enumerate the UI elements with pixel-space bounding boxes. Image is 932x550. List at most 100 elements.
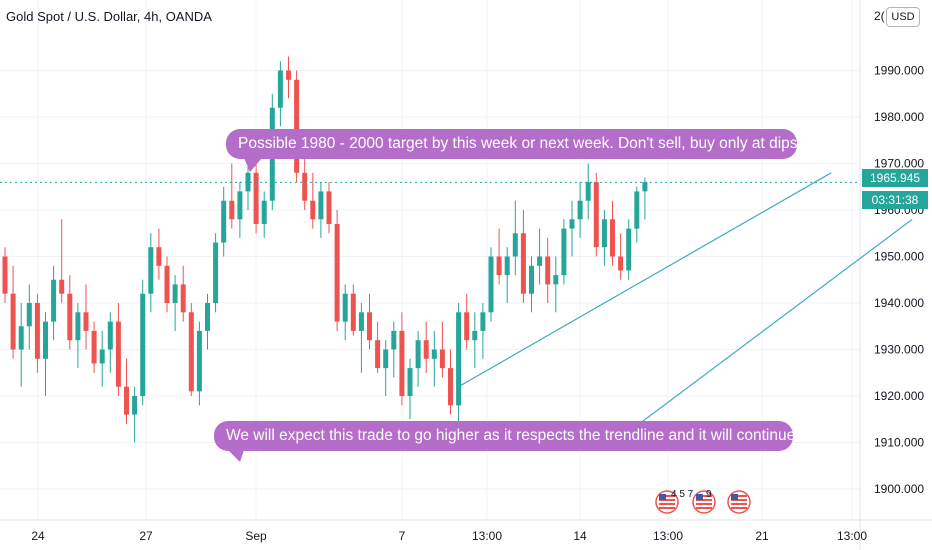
candle	[59, 219, 65, 303]
flag-stripe	[731, 495, 747, 497]
candle	[124, 358, 129, 424]
candle-body	[75, 312, 81, 341]
flag-stripe	[659, 499, 675, 501]
candle	[634, 186, 640, 243]
candle	[431, 330, 437, 387]
candle-body	[261, 200, 267, 224]
price-tick-label: 1900.000	[874, 482, 924, 496]
candle	[448, 349, 453, 415]
flag-canton	[659, 494, 666, 500]
candle-body	[213, 242, 219, 303]
candle-body	[585, 182, 591, 201]
candle	[261, 191, 267, 238]
trendline-lower[interactable]	[620, 218, 913, 439]
candle	[10, 265, 16, 359]
candle	[496, 228, 502, 285]
event-markers[interactable]: 4 5 7 9	[655, 489, 751, 514]
candle	[140, 279, 146, 406]
time-tick-label: 21	[755, 529, 769, 543]
candle	[399, 312, 405, 406]
candle-body	[107, 321, 113, 350]
candle-body	[334, 223, 340, 322]
price-axis[interactable]: 2(1900.000 1910.000 1920.000 1930.000 1940.0…	[874, 9, 924, 496]
annotation-callout-top[interactable]: Possible 1980 - 2000 target by this week…	[226, 129, 798, 159]
price-tick-label: 1950.000	[874, 250, 924, 264]
us-flag-icon[interactable]	[655, 490, 679, 514]
candle-body	[504, 256, 510, 276]
us-flag-icon[interactable]	[727, 490, 751, 514]
candle	[610, 200, 615, 266]
flag-stripe	[659, 503, 675, 505]
candle-body	[83, 312, 89, 331]
time-tick-label: 13:00	[472, 529, 502, 543]
candle-body	[34, 303, 40, 359]
candle	[358, 303, 364, 373]
candle-body	[67, 293, 73, 341]
candle	[520, 210, 526, 303]
time-tick-label: 13:00	[653, 529, 683, 543]
candle-body	[326, 191, 332, 224]
candle-body	[472, 330, 478, 341]
candle-body	[205, 303, 210, 331]
candle-body	[456, 312, 462, 406]
candle-body	[383, 349, 389, 369]
bubble-tail-bottom	[228, 450, 244, 462]
trendline-upper[interactable]	[458, 172, 832, 388]
candle-body	[642, 182, 648, 192]
candle	[156, 228, 162, 280]
time-axis[interactable]: 24 27 Sep 7 13:00 14 13:00 21 13:00	[31, 529, 867, 543]
price-tick-label: 1990.000	[874, 64, 924, 78]
candle	[83, 284, 89, 350]
candle	[107, 312, 113, 373]
candle	[51, 265, 57, 341]
candle	[229, 163, 235, 229]
candle-body	[245, 172, 251, 192]
bar-countdown-label: 03:31:38	[862, 191, 928, 209]
candle	[318, 182, 324, 238]
candle-body	[375, 340, 381, 369]
price-tick-label: 1940.000	[874, 296, 924, 310]
candle	[277, 61, 283, 127]
candle	[569, 200, 575, 257]
candle	[172, 275, 178, 331]
candle-body	[237, 191, 243, 220]
candle	[553, 256, 559, 313]
candle	[43, 312, 48, 396]
candle	[642, 177, 648, 220]
candle-body	[229, 200, 235, 220]
annotation-callout-bottom[interactable]: We will expect this trade to go higher a…	[214, 421, 795, 451]
candle-body	[529, 265, 534, 294]
candle	[488, 247, 494, 322]
candle-body	[286, 70, 291, 80]
flag-stripe	[659, 495, 675, 497]
time-tick-label: 7	[399, 529, 406, 543]
currency-badge[interactable]: USD	[886, 7, 920, 27]
candle	[213, 233, 219, 313]
price-tick-label: 1970.000	[874, 157, 924, 171]
candle-body	[180, 284, 186, 313]
flag-stripe	[731, 503, 747, 505]
candle	[439, 321, 445, 378]
candle	[545, 237, 551, 303]
candle	[350, 284, 356, 336]
candle	[593, 172, 599, 257]
candle-body	[253, 172, 259, 224]
candle-body	[618, 256, 624, 271]
candle-body	[18, 326, 24, 350]
candle	[91, 321, 97, 373]
candle-body	[561, 228, 567, 276]
candle	[132, 386, 138, 443]
candle	[423, 321, 429, 373]
candle	[375, 321, 381, 373]
candle-body	[464, 312, 470, 341]
candle	[537, 228, 543, 285]
us-flag-icon[interactable]	[692, 490, 716, 514]
candle	[253, 163, 259, 234]
candle-body	[601, 219, 607, 248]
candle	[618, 233, 624, 280]
candle	[2, 247, 8, 303]
candle-body	[302, 172, 308, 201]
time-tick-label: 24	[31, 529, 45, 543]
